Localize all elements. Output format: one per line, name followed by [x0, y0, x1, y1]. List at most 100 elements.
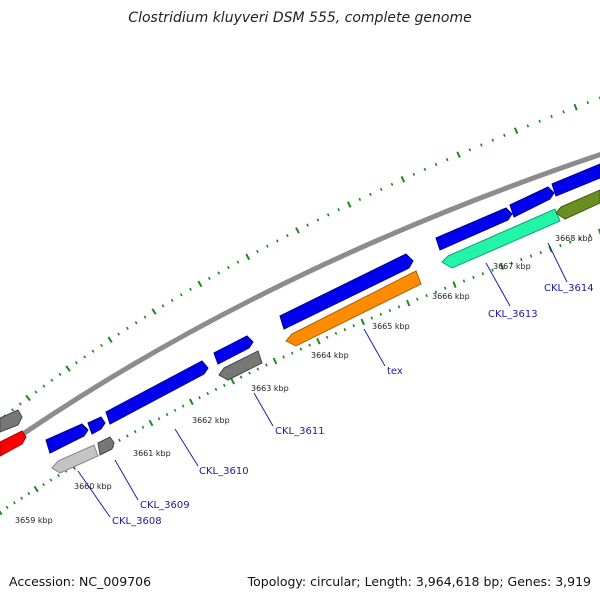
inner-tick: [472, 275, 475, 279]
inner-tick: [325, 335, 329, 339]
inner-tick: [27, 491, 31, 496]
inner-tick: [222, 383, 226, 387]
outer-tick: [586, 101, 590, 105]
gene-mint-3613[interactable]: [441, 208, 561, 269]
inner-tick: [598, 228, 600, 236]
outer-tick: [11, 408, 15, 412]
outer-tick: [526, 124, 530, 128]
gene-label-ckl-3614[interactable]: CKL_3614: [544, 283, 594, 294]
inner-tick: [443, 286, 447, 290]
outer-tick: [179, 293, 183, 297]
gene-blue-tex[interactable]: [279, 253, 414, 330]
tick-label-3662: 3662 kbp: [192, 416, 230, 425]
outer-tick: [390, 182, 394, 186]
gene-label-ckl-3608[interactable]: CKL_3608: [112, 516, 162, 527]
inner-tick: [206, 391, 210, 396]
inner-tick: [370, 316, 374, 320]
gene-orange-tex[interactable]: [285, 270, 422, 347]
gene-blue-3607[interactable]: [45, 423, 89, 454]
inner-tick: [265, 363, 268, 367]
outer-tick: [295, 227, 300, 234]
inner-tick: [282, 355, 285, 359]
outer-tick: [445, 157, 449, 162]
outer-tick: [207, 276, 211, 281]
gene-gray-3609[interactable]: [97, 436, 115, 456]
inner-tick: [148, 419, 154, 427]
gene-blue-3611[interactable]: [213, 335, 254, 365]
genome-summary-text: Topology: circular; Length: 3,964,618 bp…: [247, 574, 591, 589]
outer-tick: [189, 287, 192, 291]
inner-tick: [299, 347, 303, 351]
gene-olive-3614[interactable]: [555, 189, 600, 220]
outer-tick: [50, 378, 54, 382]
inner-tick: [157, 417, 161, 421]
outer-tick: [100, 343, 103, 348]
outer-tick: [151, 308, 157, 315]
inner-tick: [33, 485, 39, 493]
inner-tick: [539, 250, 542, 255]
gene-label-tex[interactable]: tex: [387, 366, 403, 377]
inner-tick: [198, 396, 201, 400]
outer-tick: [134, 321, 138, 325]
outer-tick: [58, 372, 62, 376]
outer-tick: [513, 127, 519, 134]
tick-label-3660: 3660 kbp: [74, 482, 112, 491]
gene-label-ckl-3611[interactable]: CKL_3611: [275, 426, 325, 437]
outer-tick: [456, 151, 461, 158]
tick-label-3661: 3661 kbp: [133, 449, 171, 458]
outer-tick: [117, 332, 121, 336]
outer-tick: [379, 187, 383, 191]
inner-tick: [334, 331, 338, 336]
inner-tick: [118, 438, 121, 442]
gene-red[interactable]: [0, 430, 27, 457]
inner-tick-track: [0, 228, 600, 516]
outer-tick: [491, 138, 495, 142]
inner-tick: [416, 297, 419, 301]
gene-blue-3613[interactable]: [435, 207, 513, 251]
inner-tick: [379, 312, 383, 316]
inner-tick: [578, 237, 582, 241]
inner-tick: [0, 510, 3, 516]
inner-tick: [510, 261, 513, 265]
inner-tick: [133, 429, 137, 434]
inner-tick: [481, 272, 485, 276]
inner-tick: [559, 244, 562, 248]
inner-tick: [588, 233, 592, 237]
gene-label-ckl-3610[interactable]: CKL_3610: [199, 466, 249, 477]
gene-lightgray-3608[interactable]: [51, 444, 99, 474]
outer-tick-track: [3, 96, 600, 418]
tick-label-3663: 3663 kbp: [251, 384, 289, 393]
tick-label-3659: 3659 kbp: [15, 516, 53, 525]
outer-tick: [326, 213, 330, 217]
inner-tick: [388, 308, 392, 313]
gene-label-ckl-3609[interactable]: CKL_3609: [140, 500, 190, 511]
outer-tick: [34, 390, 38, 394]
outer-tick: [161, 304, 165, 308]
inner-tick: [360, 318, 365, 326]
gene-gray-left[interactable]: [0, 409, 23, 433]
gene-label-ckl-3613[interactable]: CKL_3613: [488, 309, 538, 320]
outer-tick: [236, 260, 240, 264]
gene-gray-3611[interactable]: [218, 350, 263, 381]
outer-tick: [91, 349, 95, 353]
outer-tick: [42, 384, 46, 388]
gene-blue-3615[interactable]: [551, 163, 600, 197]
inner-tick: [462, 279, 466, 283]
outer-tick: [412, 172, 416, 176]
outer-tick: [538, 119, 541, 123]
inner-tick: [491, 268, 494, 272]
gene-blue-3610[interactable]: [105, 360, 209, 425]
gene-blue-3614[interactable]: [509, 186, 555, 218]
gene-blue-3608b[interactable]: [87, 416, 106, 435]
outer-tick: [400, 175, 406, 183]
inner-tick: [239, 375, 243, 379]
outer-tick: [65, 365, 71, 372]
tick-label-3667: 3667 kbp: [493, 262, 531, 271]
inner-tick: [256, 367, 260, 371]
inner-tick: [499, 263, 505, 270]
tick-label-3668: 3668 kbp: [555, 234, 593, 243]
genome-backbone: [0, 152, 600, 453]
outer-tick: [74, 361, 78, 365]
outer-tick: [197, 280, 203, 288]
